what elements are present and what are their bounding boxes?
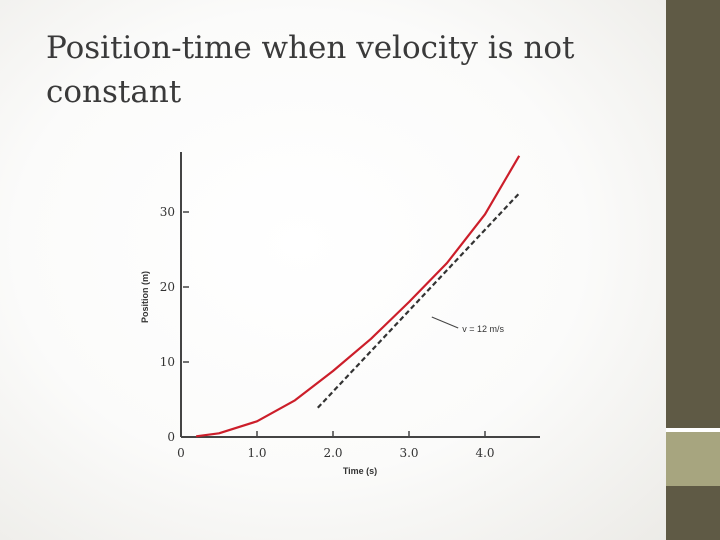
y-tick-label: 30 <box>160 205 175 219</box>
slide-title: Position-time when velocity is not const… <box>46 30 575 110</box>
y-axis-label: Position (m) <box>140 271 150 323</box>
sidebar-gap <box>666 428 720 432</box>
position-curve <box>196 155 521 438</box>
x-tick-label: 2.0 <box>323 446 342 460</box>
annotation-pointer <box>431 316 459 329</box>
chart-annotations: v = 12 m/s <box>431 316 504 334</box>
slide-background <box>0 0 666 540</box>
x-tick-label: 3.0 <box>399 446 418 460</box>
y-tick-label: 10 <box>160 355 175 369</box>
tangent-line <box>316 192 521 409</box>
chart-series <box>196 155 521 438</box>
chart-ticks: 0 1.0 2.0 3.0 4.0 0 10 20 30 <box>160 205 495 460</box>
x-tick-label: 1.0 <box>247 446 266 460</box>
x-tick-label: 4.0 <box>475 446 494 460</box>
y-tick-label: 0 <box>167 430 175 444</box>
chart-axes <box>180 152 540 438</box>
sidebar-accent-band <box>666 432 720 486</box>
y-tick-label: 20 <box>160 280 175 294</box>
x-tick-label: 0 <box>177 446 185 460</box>
annotation-label: v = 12 m/s <box>462 324 504 334</box>
x-axis-label: Time (s) <box>343 466 377 476</box>
